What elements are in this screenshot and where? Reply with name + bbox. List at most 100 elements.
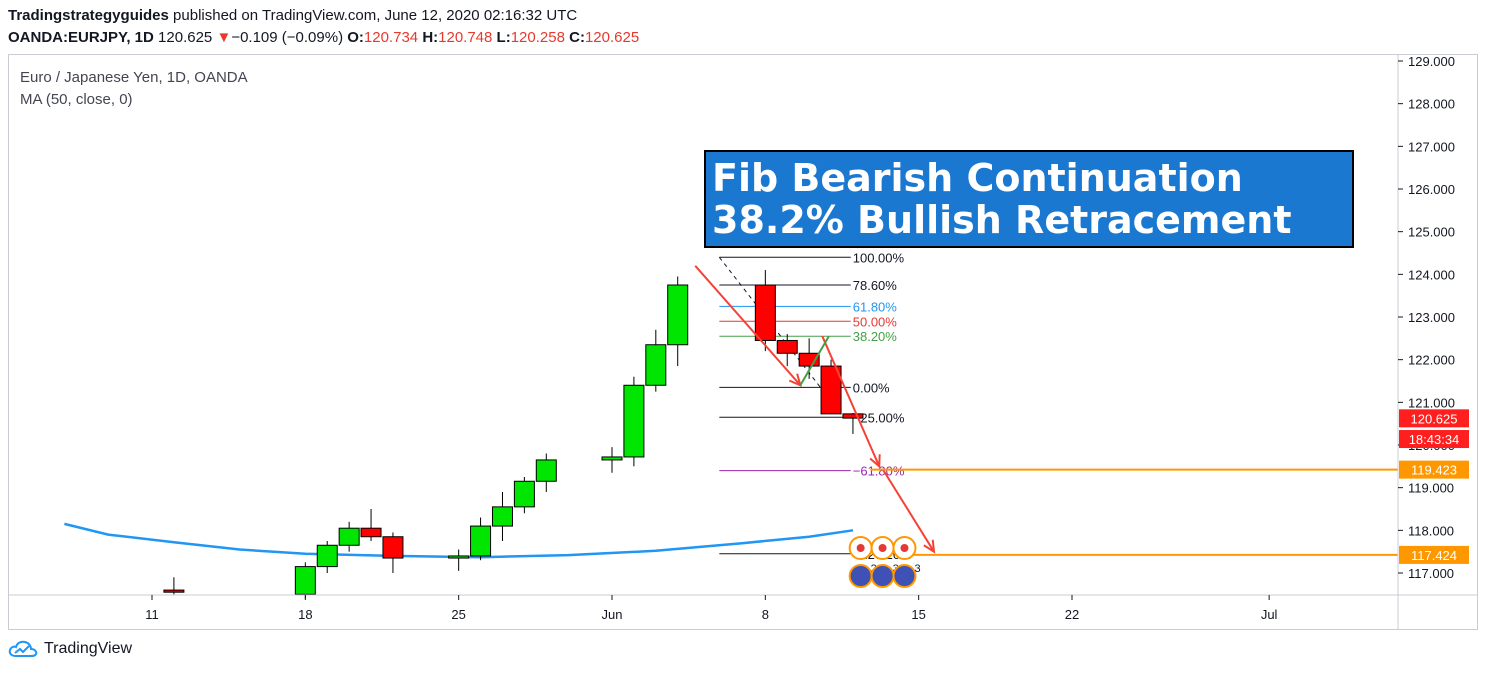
event-count: 3	[914, 563, 920, 575]
banner-box	[704, 150, 1354, 248]
publish-line: Tradingstrategyguides published on Tradi…	[8, 7, 577, 24]
y-tick-label: 124.000	[1408, 267, 1455, 282]
y-tick-label: 129.000	[1408, 54, 1455, 69]
candle-down	[776, 339, 798, 354]
fib-level-label: −25.00%	[853, 410, 905, 425]
footer-brand[interactable]: TradingView	[44, 640, 133, 657]
fib-trend-line	[718, 256, 843, 416]
price-label-box	[1399, 460, 1469, 479]
ma50-line	[64, 522, 854, 559]
symbol-line: OANDA:EURJPY, 1D 120.625 ▼−0.109 (−0.09%…	[8, 29, 639, 46]
y-tick-label: 128.000	[1408, 97, 1455, 112]
low-value: 120.258	[510, 29, 565, 46]
candle-up	[535, 459, 557, 482]
event-dot-icon	[878, 544, 887, 552]
y-tick-label: 117.000	[1408, 566, 1454, 581]
high-value: 120.748	[438, 29, 493, 46]
candle-down	[820, 365, 842, 415]
change-arrow-icon: ▼	[216, 29, 232, 46]
open-label: O:	[347, 29, 364, 46]
axis-layer: 117.000118.000119.000120.000121.000122.0…	[8, 54, 1478, 630]
banner-line-2: 38.2% Bullish Retracement	[712, 198, 1292, 242]
y-tick-label: 123.000	[1408, 310, 1455, 325]
price-label: 18:43:34	[1409, 432, 1460, 447]
price-label-box	[1399, 409, 1469, 428]
candle-layer	[163, 270, 864, 599]
open-value: 120.734	[363, 29, 419, 46]
candle-down	[382, 536, 404, 559]
last-price: 120.625	[158, 29, 213, 46]
fib-level-label: 61.80%	[853, 299, 898, 314]
x-tick-label: 18	[298, 607, 312, 622]
close-label: C:	[569, 29, 585, 46]
chart-frame	[8, 54, 1478, 630]
fib-layer: 100.00% 78.60% 61.80%50.00%38.20% 0.00% −25.…	[718, 250, 912, 562]
x-tick-label: Jun	[602, 607, 623, 622]
fib-level-label: 0.00%	[853, 380, 890, 395]
ma-layer	[64, 522, 854, 559]
fib-level-label: 100.00%	[853, 250, 905, 265]
legend-indicator: MA (50, close, 0)	[20, 91, 133, 108]
y-tick-label: 121.000	[1408, 395, 1455, 410]
flag-icon	[870, 564, 895, 588]
candle-up	[338, 527, 360, 546]
banner: Fib Bearish Continuation 38.2% Bullish R…	[704, 150, 1354, 248]
price-change: −0.109 (−0.09%)	[231, 29, 344, 46]
candle-up	[294, 566, 316, 595]
candle-up	[601, 456, 623, 461]
price-label: 117.424	[1411, 548, 1457, 563]
flag-icon	[892, 564, 917, 588]
legend-title: Euro / Japanese Yen, 1D, OANDA	[20, 69, 248, 86]
symbol-name: OANDA:EURJPY, 1D	[8, 29, 154, 46]
candle-down	[163, 589, 185, 593]
candle-up	[316, 544, 338, 568]
y-tick-label: 125.000	[1408, 225, 1455, 240]
x-tick-label: 22	[1065, 607, 1079, 622]
candle-down	[360, 527, 382, 538]
candle-up	[491, 506, 513, 527]
price-label-box	[1399, 545, 1469, 564]
y-tick-label: 126.000	[1408, 182, 1455, 197]
candle-down	[754, 284, 776, 341]
close-value: 120.625	[584, 29, 640, 46]
low-label: L:	[496, 29, 511, 46]
candle-down	[842, 413, 864, 419]
candle-up	[448, 555, 470, 559]
x-tick-label: 15	[911, 607, 925, 622]
fib-level-label: −61.80%	[853, 464, 905, 479]
x-tick-label: Jul	[1261, 607, 1278, 622]
trend-arrow	[821, 335, 881, 467]
x-tick-label: 11	[145, 607, 159, 622]
published-text: published on TradingView.com, June 12, 2…	[173, 7, 578, 24]
banner-line-1: Fib Bearish Continuation	[712, 156, 1243, 200]
arrow-head	[923, 539, 936, 554]
retrace-line	[799, 335, 830, 386]
y-tick-label: 119.000	[1408, 481, 1454, 496]
flag-icon	[848, 564, 873, 588]
candle-up	[513, 480, 535, 508]
fib-level-label: 38.20%	[853, 329, 898, 344]
trend-arrow	[882, 470, 935, 553]
event-dot-icon	[900, 544, 909, 552]
event-layer: 233	[848, 536, 921, 588]
event-dot-icon	[856, 544, 865, 552]
tradingview-cloud-icon	[8, 640, 38, 657]
candle-up	[470, 525, 492, 557]
candle-up	[667, 284, 689, 346]
candle-up	[623, 384, 645, 458]
y-tick-label: 127.000	[1408, 139, 1455, 154]
author-name[interactable]: Tradingstrategyguides	[8, 7, 169, 24]
price-label: 119.423	[1411, 463, 1457, 478]
footer: TradingView	[8, 640, 132, 658]
x-tick-label: 25	[451, 607, 465, 622]
fib-level-label: 78.60%	[853, 278, 898, 293]
fib-level-label: 50.00%	[853, 314, 898, 329]
drawing-layer	[694, 265, 1398, 556]
trend-arrow	[694, 265, 802, 386]
x-tick-label: 8	[762, 607, 769, 622]
arrow-head	[869, 454, 881, 469]
candle-up	[645, 344, 667, 386]
y-tick-label: 118.000	[1408, 523, 1454, 538]
price-label: 120.625	[1411, 411, 1458, 426]
